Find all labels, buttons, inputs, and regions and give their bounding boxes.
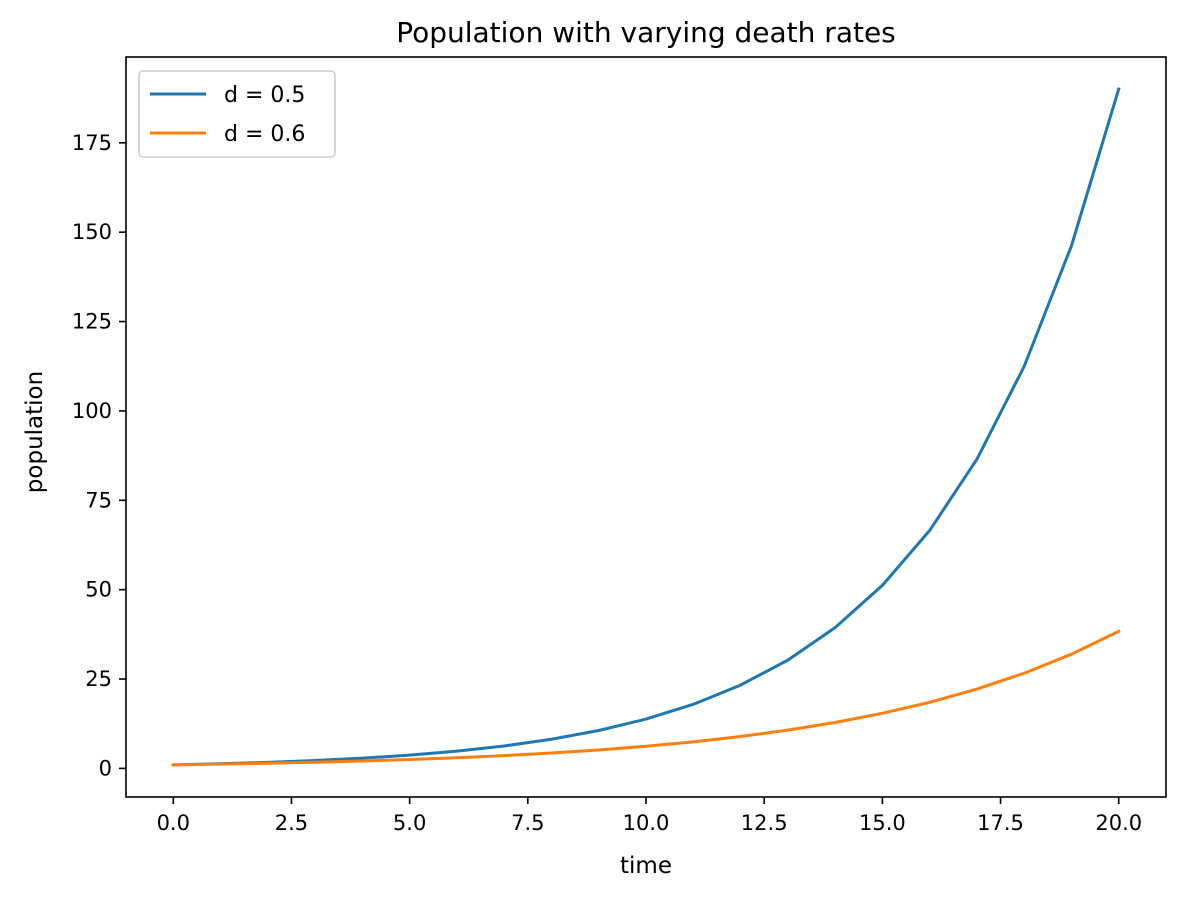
legend-label-1: d = 0.5 xyxy=(224,83,305,108)
y-tick-label: 25 xyxy=(85,667,112,691)
x-tick-label: 0.0 xyxy=(157,811,190,835)
x-tick-label: 7.5 xyxy=(511,811,544,835)
series-lines xyxy=(171,87,1121,767)
x-tick-label: 12.5 xyxy=(741,811,788,835)
x-tick-label: 5.0 xyxy=(393,811,426,835)
x-axis-ticks: 0.0 2.5 5.0 7.5 10.0 12.5 15.0 17.5 20.0 xyxy=(157,797,1142,835)
series-line-1 xyxy=(171,87,1121,767)
chart-title: Population with varying death rates xyxy=(396,16,896,49)
x-tick-label: 15.0 xyxy=(859,811,906,835)
x-tick-label: 20.0 xyxy=(1095,811,1142,835)
y-tick-label: 50 xyxy=(85,578,112,602)
legend: d = 0.5 d = 0.6 xyxy=(138,70,336,158)
plot-area xyxy=(125,56,1167,798)
x-tick-label: 10.0 xyxy=(623,811,670,835)
legend-label-2: d = 0.6 xyxy=(224,122,305,147)
series-line-2 xyxy=(171,629,1121,767)
y-axis-ticks: 0 25 50 75 100 125 150 175 xyxy=(72,131,126,780)
y-tick-label: 0 xyxy=(99,756,112,780)
y-axis-label: population xyxy=(22,371,48,493)
x-tick-label: 2.5 xyxy=(275,811,308,835)
y-tick-label: 75 xyxy=(85,488,112,512)
y-tick-label: 100 xyxy=(72,399,112,423)
y-tick-label: 175 xyxy=(72,131,112,155)
y-tick-label: 150 xyxy=(72,220,112,244)
x-axis-label: time xyxy=(620,853,672,879)
x-tick-label: 17.5 xyxy=(977,811,1024,835)
y-tick-label: 125 xyxy=(72,310,112,334)
